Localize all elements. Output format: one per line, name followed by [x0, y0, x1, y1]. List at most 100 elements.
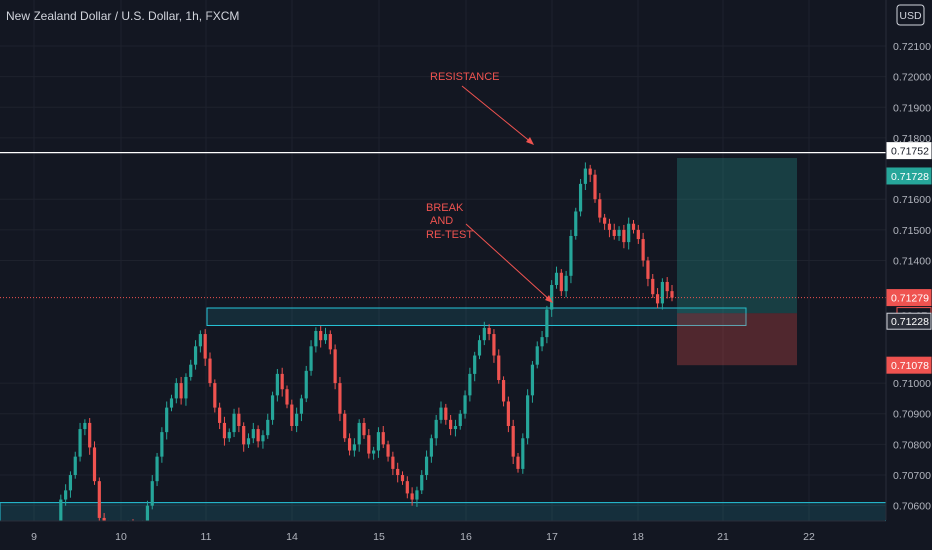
- candle-body-68: [381, 432, 385, 445]
- candle-body-124: [651, 278, 655, 295]
- candle-body-100: [535, 346, 539, 365]
- resistance-arrow-line: [461, 85, 533, 144]
- candle-body-44: [266, 419, 270, 436]
- price-axis[interactable]: [886, 0, 932, 550]
- zones-layer: [0, 307, 887, 524]
- candle-body-94: [506, 401, 510, 426]
- currency-label: USD: [899, 10, 922, 22]
- candle-body-38: [237, 413, 241, 426]
- take_profit-badge: [886, 167, 932, 185]
- candle-body-127: [665, 281, 669, 292]
- candle-body-78: [429, 438, 433, 457]
- candle-body-106: [564, 275, 568, 292]
- price-tick-4: 0.71600: [893, 194, 931, 206]
- candle-body-43: [261, 435, 265, 442]
- candle-body-128: [670, 291, 674, 298]
- time-tick-2: 11: [201, 531, 212, 543]
- candle-body-90: [487, 327, 491, 335]
- candle-body-1: [59, 499, 63, 523]
- candle-body-39: [242, 425, 246, 445]
- candle-body-8: [92, 447, 97, 482]
- candle-body-19: [145, 505, 150, 525]
- take_profit-badge-label: 0.71728: [891, 171, 929, 183]
- candle-body-111: [588, 168, 592, 175]
- break-arrowhead: [545, 295, 553, 303]
- candle-body-55: [319, 330, 323, 341]
- candle-body-22: [160, 432, 164, 457]
- stop-loss-area: [677, 313, 797, 366]
- price-tick-10: 0.70700: [893, 470, 931, 482]
- candle-body-102: [545, 309, 549, 338]
- price-axis-ticks: 0.72100 0.72000 0.71900 0.71800 0.71600 0.715…: [893, 41, 931, 513]
- candle-body-58: [333, 349, 337, 384]
- candle-body-52: [304, 370, 308, 399]
- candle-body-41: [251, 429, 255, 439]
- break-annotation-line3: RE-TEST: [426, 229, 473, 241]
- candle-body-83: [453, 425, 458, 430]
- price-tick-6: 0.71400: [893, 256, 931, 268]
- break-arrow-line: [465, 223, 552, 302]
- candle-body-77: [424, 456, 429, 476]
- candle-body-109: [578, 183, 583, 212]
- candle-body-119: [627, 223, 631, 243]
- candle-body-93: [501, 380, 506, 402]
- candle-body-53: [309, 346, 313, 371]
- candle-body-122: [641, 239, 645, 261]
- candle-body-33: [213, 383, 217, 408]
- candle-body-65: [367, 435, 371, 454]
- candle-body-71: [396, 468, 400, 476]
- price-tick-9: 0.70800: [893, 439, 931, 451]
- position-tool[interactable]: [677, 157, 797, 366]
- resistance-annotation: RESISTANCE: [430, 71, 499, 83]
- time-tick-8: 21: [717, 531, 729, 543]
- time-tick-5: 16: [460, 531, 472, 543]
- candle-body-67: [376, 432, 381, 451]
- price-tick-11: 0.70600: [893, 501, 931, 513]
- candle-body-121: [636, 229, 640, 240]
- grid-lines: [0, 0, 886, 521]
- time-axis[interactable]: [0, 521, 886, 550]
- candle-body-125: [655, 294, 660, 304]
- candle-body-126: [660, 281, 664, 304]
- time-tick-9: 22: [803, 531, 815, 543]
- candle-body-3: [68, 475, 73, 491]
- candle-body-73: [405, 481, 409, 494]
- candle-body-42: [256, 429, 260, 442]
- take-profit-area: [677, 157, 797, 314]
- candle-body-48: [285, 389, 289, 405]
- candle-body-21: [155, 456, 159, 482]
- stop_loss-badge-label: 0.71078: [891, 360, 929, 372]
- candle-body-27: [184, 376, 188, 399]
- candle-body-80: [439, 407, 443, 420]
- resistance-badge-label: 0.71752: [891, 146, 929, 158]
- current-badge-label: 0.71279: [891, 293, 929, 305]
- candle-body-84: [458, 413, 462, 426]
- candle-body-101: [540, 337, 544, 347]
- price-tick-3: 0.71800: [893, 133, 931, 145]
- candle-body-123: [646, 260, 650, 279]
- time-tick-6: 17: [546, 531, 558, 543]
- candle-body-98: [526, 395, 530, 439]
- currency-badge[interactable]: [896, 4, 925, 26]
- candle-body-85: [463, 395, 467, 414]
- candle-body-92: [497, 355, 501, 381]
- candle-body-24: [169, 398, 174, 408]
- candle-body-34: [218, 407, 222, 423]
- candle-body-63: [357, 422, 361, 445]
- candle-body-79: [434, 419, 438, 439]
- break-annotation-line1: BREAK: [426, 202, 464, 214]
- price-tick-5: 0.71500: [893, 225, 931, 237]
- candle-body-87: [473, 355, 477, 374]
- candle-body-74: [410, 493, 414, 500]
- candle-body-50: [295, 413, 299, 426]
- price-tick-8: 0.70900: [893, 409, 931, 421]
- candle-body-30: [198, 334, 202, 347]
- price-tick-1: 0.72000: [893, 72, 931, 84]
- candle-body-40: [246, 438, 251, 445]
- candle-body-70: [391, 456, 395, 469]
- candle-body-75: [415, 490, 419, 500]
- price-tick-0: 0.72100: [893, 41, 931, 53]
- candle-body-95: [511, 425, 515, 457]
- candle-body-62: [352, 444, 356, 451]
